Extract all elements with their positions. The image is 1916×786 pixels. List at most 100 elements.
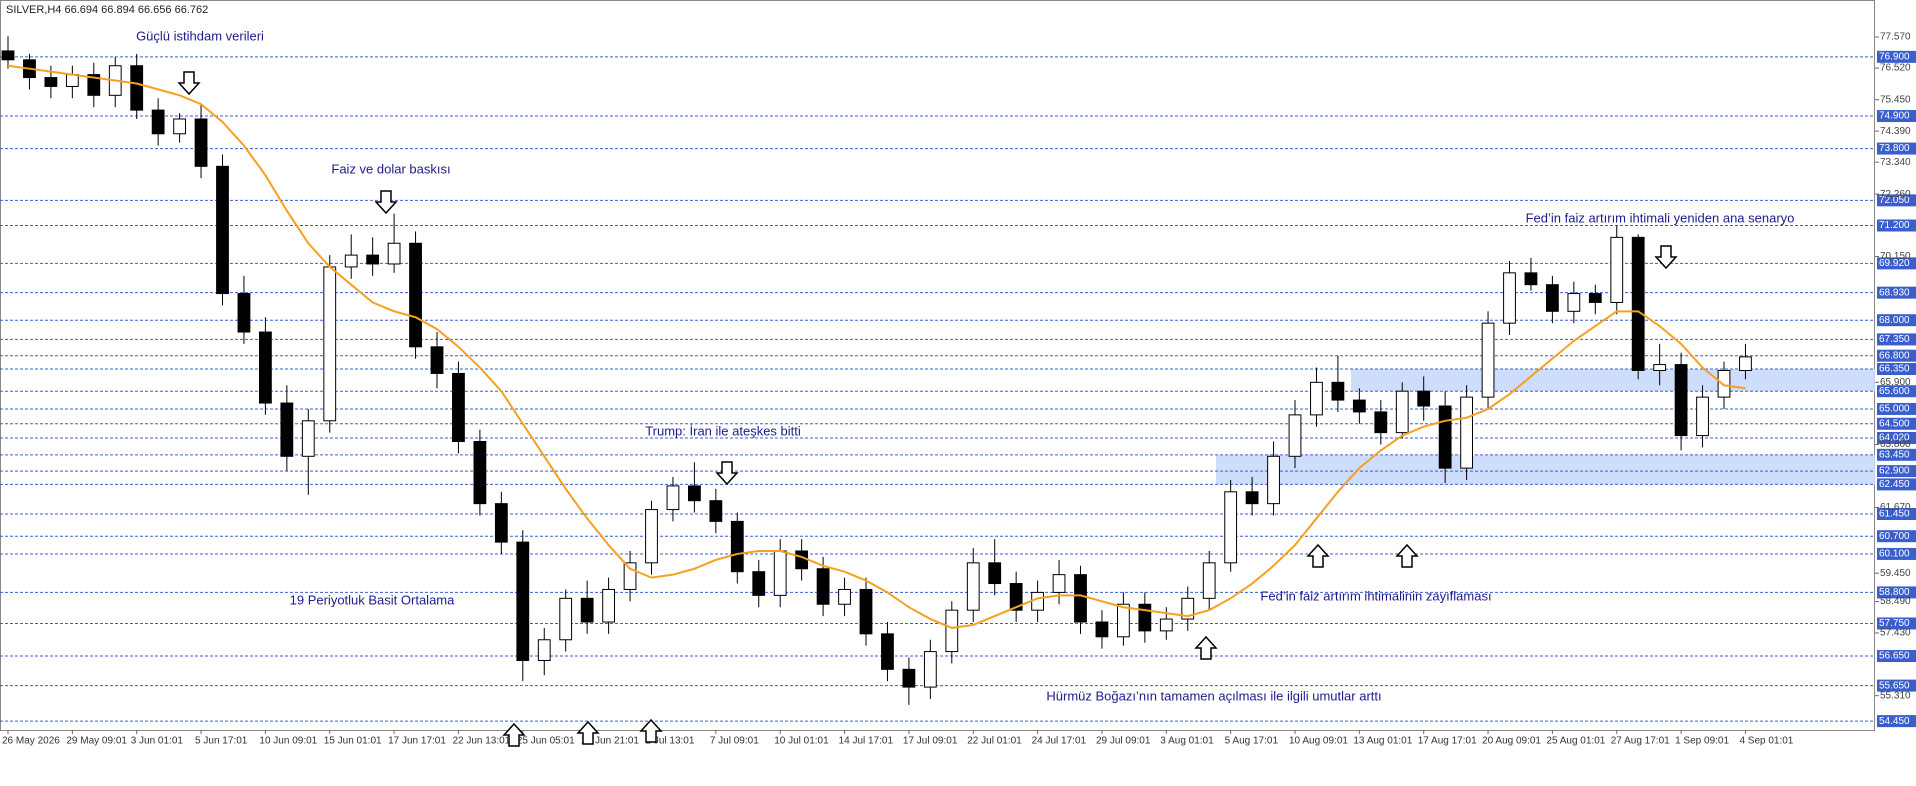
candle-body — [752, 571, 766, 596]
candle-body — [430, 346, 444, 374]
x-tick-label: 2 Jul 13:01 — [646, 736, 695, 747]
candle-body — [795, 550, 809, 570]
candle-body — [666, 485, 680, 511]
x-tick-label: 24 Jul 17:01 — [1032, 736, 1087, 747]
candle-body — [1352, 399, 1366, 413]
level-tag — [1877, 385, 1916, 398]
annotation: Fed’in faiz artırım ihtimali yeniden ana… — [1526, 210, 1795, 225]
level-label: 74.900 — [1879, 111, 1910, 122]
candle-body — [194, 118, 208, 167]
candle-body — [623, 562, 637, 590]
candle-body — [323, 266, 337, 422]
candle-body — [1739, 356, 1752, 371]
candle-body — [452, 372, 465, 443]
level-label: 60.100 — [1879, 549, 1910, 560]
candle-body — [387, 242, 401, 265]
level-tag — [1877, 586, 1916, 599]
candle-body — [773, 550, 787, 596]
candle-body — [1224, 491, 1238, 564]
arrow — [502, 722, 526, 747]
candle-body — [1159, 618, 1173, 632]
candle-body — [838, 588, 851, 605]
candle-body — [1438, 405, 1452, 469]
y-tick-label: 74.390 — [1880, 126, 1911, 137]
annotation: Güçlü istihdam verileri — [136, 28, 264, 43]
candle-body — [1, 50, 15, 61]
zone — [1351, 369, 1875, 392]
y-tick-label: 75.450 — [1880, 94, 1911, 105]
y-tick-label: 65.900 — [1880, 377, 1911, 388]
candle-body — [1395, 390, 1409, 434]
candle-body — [1631, 236, 1645, 371]
sma-label: 19 Periyotluk Basit Ortalama — [290, 592, 456, 607]
y-tick-label: 63.800 — [1880, 439, 1911, 450]
plot-frame — [0, 0, 1875, 731]
candle-body — [237, 293, 251, 333]
annotation: Trump: İran ile ateşkes bitti — [645, 423, 801, 438]
level-label: 73.800 — [1879, 143, 1910, 154]
candle-body — [1331, 381, 1345, 401]
level-tag — [1877, 417, 1916, 430]
candle-body — [1009, 583, 1023, 611]
arrow — [576, 720, 600, 745]
candle-body — [923, 651, 937, 688]
candle-body — [1417, 390, 1431, 407]
x-tick-label: 29 Jul 09:01 — [1096, 736, 1151, 747]
candle-body — [881, 633, 894, 670]
candle-body — [1481, 322, 1495, 398]
candle-body — [859, 588, 873, 635]
level-label: 64.020 — [1879, 433, 1910, 444]
candle-body — [645, 509, 658, 564]
level-tag — [1877, 142, 1916, 155]
level-label: 76.900 — [1879, 51, 1910, 62]
candle-body — [1524, 272, 1538, 286]
x-tick-label: 14 Jul 17:01 — [839, 736, 894, 747]
chart-header: SILVER,H4 66.694 66.894 66.656 66.762 — [6, 4, 208, 16]
y-tick-label: 55.310 — [1880, 690, 1911, 701]
level-tag — [1877, 402, 1916, 415]
arrow — [1395, 543, 1419, 568]
level-label: 55.650 — [1879, 680, 1910, 691]
candle-body — [1546, 284, 1559, 312]
candle-body — [688, 485, 701, 502]
sma-line — [7, 64, 1746, 629]
level-label: 60.700 — [1879, 531, 1910, 542]
y-tick-label: 77.570 — [1880, 32, 1911, 43]
level-tag — [1877, 530, 1916, 543]
candle-body — [44, 77, 58, 87]
candle-body — [709, 500, 723, 522]
candle-body — [280, 402, 294, 457]
x-tick-label: 25 Aug 01:01 — [1546, 736, 1605, 747]
level-label: 57.750 — [1879, 618, 1910, 629]
x-tick-label: 26 May 2026 — [2, 736, 60, 747]
level-label: 65.600 — [1879, 386, 1910, 397]
level-label: 64.500 — [1879, 418, 1910, 429]
arrow — [1194, 635, 1218, 660]
candle-body — [1696, 396, 1709, 437]
level-label: 69.920 — [1879, 258, 1910, 269]
candle-body — [1202, 562, 1216, 599]
candle-body — [216, 165, 229, 295]
candle-body — [1610, 236, 1624, 303]
candle-body — [988, 562, 1002, 585]
candle-body — [173, 118, 186, 135]
arrow — [1306, 543, 1330, 568]
level-tag — [1877, 50, 1916, 63]
candle-body — [945, 609, 959, 653]
candle-body — [409, 242, 422, 348]
candle-body — [259, 331, 272, 404]
level-label: 54.450 — [1879, 716, 1910, 727]
level-label: 71.200 — [1879, 220, 1910, 231]
level-label: 68.000 — [1879, 315, 1910, 326]
x-tick-label: 22 Jul 01:01 — [967, 736, 1022, 747]
x-tick-label: 17 Jun 17:01 — [388, 736, 446, 747]
x-tick-label: 15 Jun 01:01 — [324, 736, 382, 747]
level-tag — [1877, 650, 1916, 663]
x-tick-label: 10 Jun 09:01 — [259, 736, 317, 747]
candle-body — [344, 254, 358, 268]
x-tick-label: 20 Aug 09:01 — [1482, 736, 1541, 747]
candle-body — [87, 74, 101, 96]
candle-body — [1567, 293, 1581, 312]
annotation: Fed’in faiz artırım ihtimalinin zayıflam… — [1260, 588, 1491, 603]
y-tick-label: 73.340 — [1880, 157, 1911, 168]
